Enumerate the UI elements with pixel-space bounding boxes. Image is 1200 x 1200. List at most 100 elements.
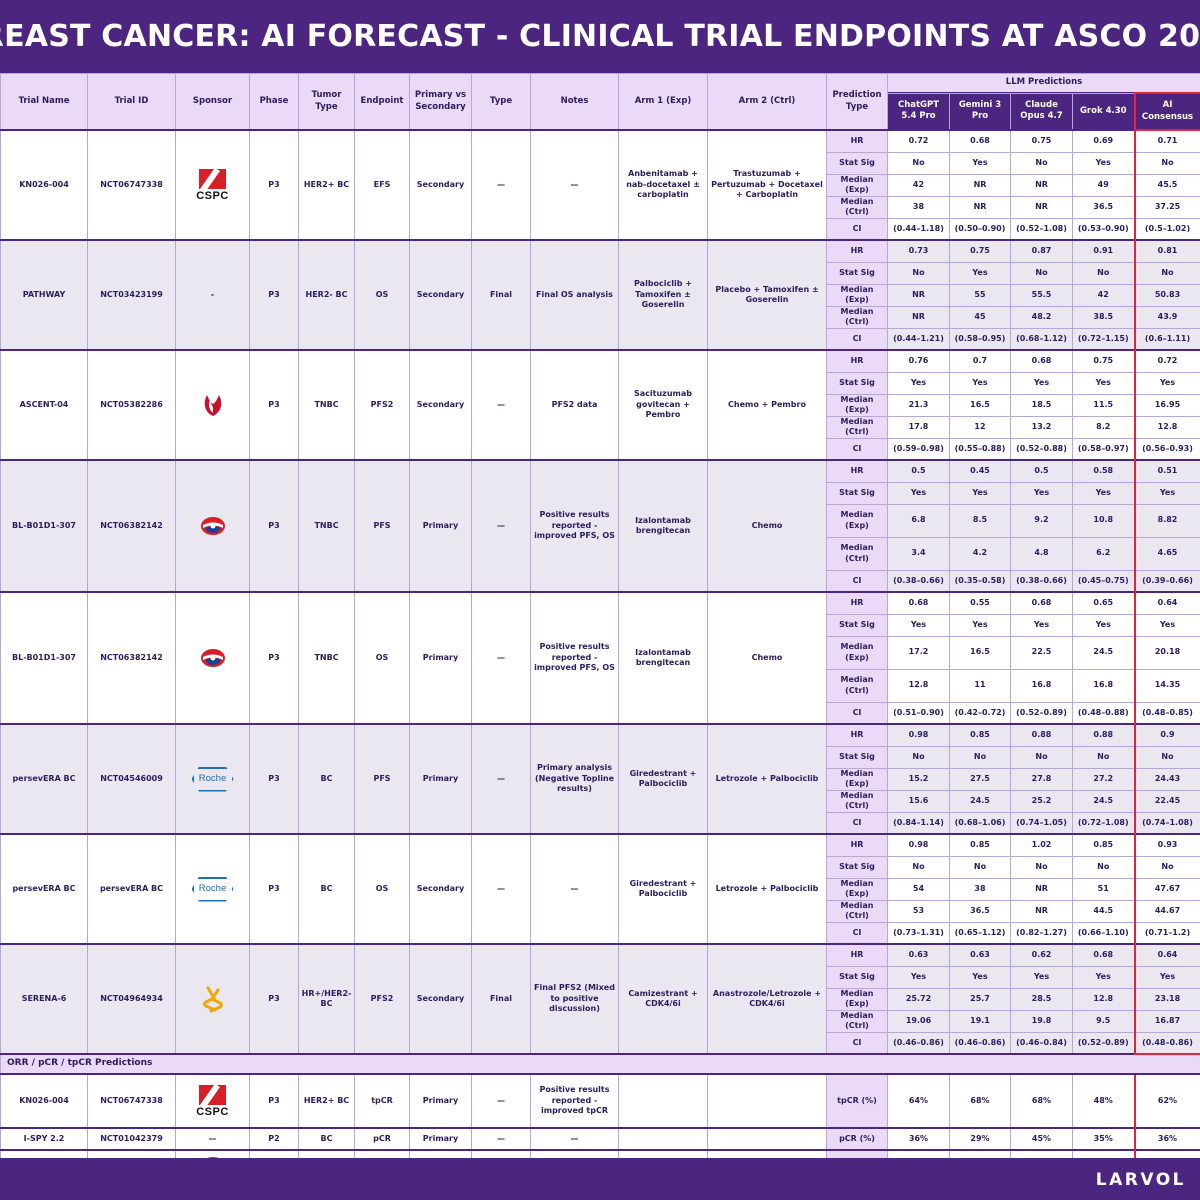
model-value: 22.5 bbox=[1010, 635, 1073, 670]
prediction-label: Median (Exp) bbox=[826, 877, 888, 901]
model-value: 24.5 bbox=[1072, 635, 1135, 670]
type: Final bbox=[471, 239, 531, 351]
endpoint: PFS2 bbox=[354, 349, 410, 461]
model-value: 0.5 bbox=[887, 459, 950, 483]
model-value: 0.55 bbox=[949, 591, 1011, 615]
consensus-value: No bbox=[1133, 151, 1200, 175]
consensus-value: 16.87 bbox=[1133, 1009, 1200, 1033]
model-value: 49 bbox=[1072, 173, 1135, 197]
model-value: 48.2 bbox=[1010, 305, 1073, 329]
phase: P3 bbox=[249, 459, 299, 593]
tumor-type: TNBC bbox=[298, 349, 355, 461]
cspc-logo-text: CSPC bbox=[196, 189, 229, 202]
consensus-value: 47.67 bbox=[1133, 877, 1200, 901]
model-value: 16.8 bbox=[1010, 668, 1073, 703]
sponsor: Roche bbox=[175, 833, 250, 945]
primary-secondary: Primary bbox=[409, 459, 472, 593]
model-value: 0.68 bbox=[1010, 349, 1073, 373]
prediction-label: HR bbox=[826, 833, 888, 857]
trial-id: NCT05382286 bbox=[87, 349, 176, 461]
trial-name: SERENA-6 bbox=[0, 943, 88, 1055]
model-value: 12 bbox=[949, 415, 1011, 439]
model-value: 11 bbox=[949, 668, 1011, 703]
model-value: 0.72 bbox=[887, 129, 950, 153]
model-value: Yes bbox=[887, 481, 950, 505]
trial-name: BL-B01D1-307 bbox=[0, 459, 88, 593]
table-row: Median (Exp) 6.8 8.5 9.2 10.8 8.82 bbox=[1, 503, 1200, 538]
phase: P3 bbox=[249, 833, 299, 945]
model-value: (0.46–0.84) bbox=[1010, 1031, 1073, 1055]
col-trial-name: Trial Name bbox=[0, 73, 88, 131]
consensus-value: 22.45 bbox=[1133, 789, 1200, 813]
col-trial-id: Trial ID bbox=[87, 73, 176, 131]
arm1: Camizestrant + CDK4/6i bbox=[618, 943, 708, 1055]
model-value: 0.58 bbox=[1072, 459, 1135, 483]
model-value: (0.42–0.72) bbox=[949, 701, 1011, 725]
trial-id: NCT06382142 bbox=[87, 591, 176, 725]
model-value: Yes bbox=[1010, 371, 1073, 395]
col-type: Type bbox=[471, 73, 531, 131]
table-row: Stat Sig No No No No No bbox=[1, 745, 1200, 769]
sponsor: Roche bbox=[175, 723, 250, 835]
phase: P3 bbox=[249, 591, 299, 725]
model-value: No bbox=[949, 855, 1011, 879]
phase: P2 bbox=[249, 1127, 299, 1151]
section-header-row: ORR / pCR / tpCR Predictions bbox=[0, 1053, 1200, 1075]
prediction-label: CI bbox=[826, 217, 888, 241]
notes: Positive results reported - improved tpC… bbox=[530, 1073, 619, 1129]
model-value: 0.7 bbox=[949, 349, 1011, 373]
model-value: 0.5 bbox=[1010, 459, 1073, 483]
col-prediction-type: Prediction Type bbox=[826, 73, 888, 131]
table-row: PATHWAY NCT03423199- P3 HER2- BC OS Secondary… bbox=[0, 239, 1200, 351]
model-value: 0.85 bbox=[1072, 833, 1135, 857]
prediction-label: CI bbox=[826, 569, 888, 593]
notes: Primary analysis (Negative Topline resul… bbox=[530, 723, 619, 835]
model-value: 0.68 bbox=[1010, 591, 1073, 615]
model-value: 36% bbox=[887, 1127, 950, 1151]
cspc-red-mark bbox=[199, 168, 226, 189]
model-value: Yes bbox=[887, 371, 950, 395]
primary-secondary: Primary bbox=[409, 591, 472, 725]
model-value: 0.75 bbox=[1072, 349, 1135, 373]
model-value: (0.51–0.90) bbox=[887, 701, 950, 725]
prediction-label: Median (Ctrl) bbox=[826, 668, 888, 703]
model-value: 42 bbox=[1072, 283, 1135, 307]
model-value: 25.2 bbox=[1010, 789, 1073, 813]
model-value: 38 bbox=[887, 195, 950, 219]
model-value: (0.46–0.86) bbox=[887, 1031, 950, 1055]
model-value: (0.66–1.10) bbox=[1072, 921, 1135, 945]
prediction-label: CI bbox=[826, 1031, 888, 1055]
model-value: (0.44–1.18) bbox=[887, 217, 950, 241]
table-row: KN026-004 NCT06747338 CSPC P3 HER2+ BC EFS Sec… bbox=[0, 129, 1200, 241]
model-value: 0.85 bbox=[949, 723, 1011, 747]
model-value: NR bbox=[1010, 195, 1073, 219]
footer: LARVOL bbox=[0, 1158, 1200, 1200]
model-value: (0.73–1.31) bbox=[887, 921, 950, 945]
col-tumor-type: Tumor Type bbox=[298, 73, 355, 131]
consensus-value: 4.65 bbox=[1133, 536, 1200, 571]
sponsor: - bbox=[175, 239, 250, 351]
sponsor-logo-gold-swirl bbox=[178, 985, 247, 1013]
arm1: Palbociclib + Tamoxifen ± Goserelin bbox=[618, 239, 708, 351]
model-value: Yes bbox=[949, 613, 1011, 637]
consensus-value: 43.9 bbox=[1133, 305, 1200, 329]
model-value: 28.5 bbox=[1010, 987, 1073, 1011]
col-model-chatgpt: ChatGPT 5.4 Pro bbox=[887, 92, 950, 131]
col-model-gemini: Gemini 3 Pro bbox=[949, 92, 1011, 131]
model-value: 27.8 bbox=[1010, 767, 1073, 791]
gold-swirl-icon bbox=[202, 986, 223, 1013]
page-title: BREAST CANCER: AI FORECAST - CLINICAL TR… bbox=[0, 19, 1200, 54]
prediction-label: Median (Exp) bbox=[826, 987, 888, 1011]
phase: P3 bbox=[249, 1073, 299, 1129]
model-value: (0.68–1.06) bbox=[949, 811, 1011, 835]
sponsor: — bbox=[175, 1127, 250, 1151]
trial-name: I-SPY 2.2 bbox=[0, 1127, 88, 1151]
model-value: (0.52–1.08) bbox=[1010, 217, 1073, 241]
primary-secondary: Secondary bbox=[409, 239, 472, 351]
model-value: NR bbox=[949, 195, 1011, 219]
notes: — bbox=[530, 1127, 619, 1151]
col-primary-secondary: Primary vs Secondary bbox=[409, 73, 472, 131]
roche-logo: Roche bbox=[178, 766, 247, 792]
col-sponsor: Sponsor bbox=[175, 73, 250, 131]
consensus-value: 0.51 bbox=[1133, 459, 1200, 483]
